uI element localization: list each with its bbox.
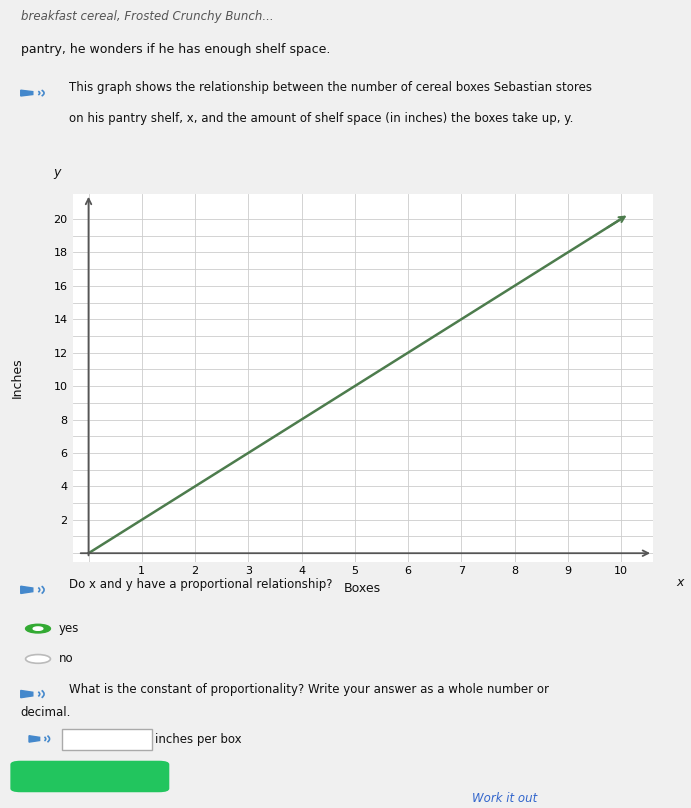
Text: What is the constant of proportionality? Write your answer as a whole number or: What is the constant of proportionality?… [69,683,549,696]
Text: pantry, he wonders if he has enough shelf space.: pantry, he wonders if he has enough shel… [21,43,330,56]
Text: Do x and y have a proportional relationship?: Do x and y have a proportional relations… [69,579,332,591]
Circle shape [26,625,50,633]
Polygon shape [21,690,32,698]
Text: Inches: Inches [11,357,24,398]
Polygon shape [29,736,39,742]
Circle shape [26,654,50,663]
Text: x: x [676,576,683,589]
X-axis label: Boxes: Boxes [344,582,381,595]
Text: Work it out: Work it out [472,792,537,805]
Polygon shape [21,587,32,593]
Text: on his pantry shelf, x, and the amount of shelf space (in inches) the boxes take: on his pantry shelf, x, and the amount o… [69,112,574,125]
Text: yes: yes [59,622,79,635]
Text: decimal.: decimal. [21,705,71,719]
Text: breakfast cereal, Frosted Crunchy Bunch...: breakfast cereal, Frosted Crunchy Bunch.… [21,10,274,23]
Circle shape [33,627,43,630]
Text: y: y [54,166,61,179]
Text: This graph shows the relationship between the number of cereal boxes Sebastian s: This graph shows the relationship betwee… [69,82,592,95]
Text: inches per box: inches per box [155,733,242,746]
FancyBboxPatch shape [62,729,152,750]
FancyBboxPatch shape [10,761,169,792]
Polygon shape [21,90,32,96]
Text: Submit: Submit [65,770,115,783]
Text: no: no [59,652,73,666]
